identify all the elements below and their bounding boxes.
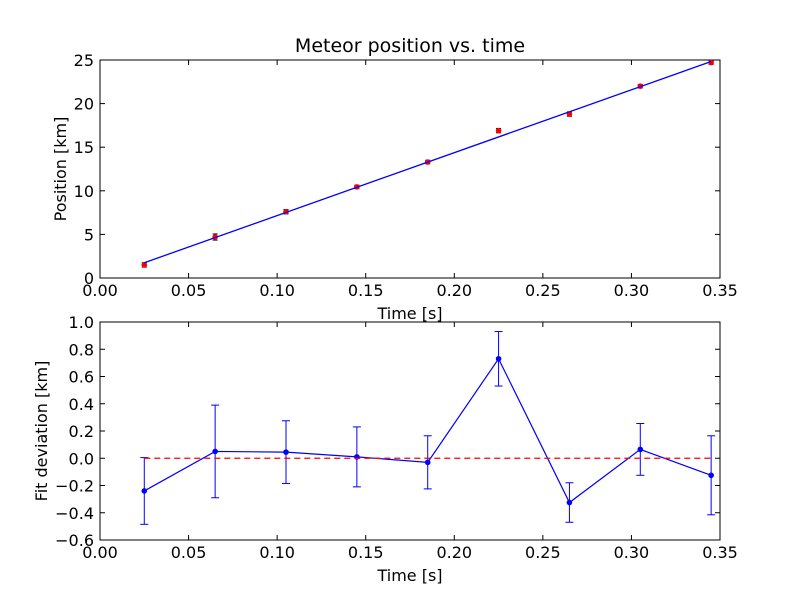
y-tick-label: 0.2 <box>69 422 94 441</box>
data-point <box>424 459 431 466</box>
y-tick-label: −0.4 <box>55 504 94 523</box>
x-tick-label: 0.00 <box>82 281 118 300</box>
data-point <box>212 448 218 455</box>
x-tick-label: 0.30 <box>614 543 650 562</box>
x-tick-label: 0.00 <box>82 543 118 562</box>
x-tick-label: 0.35 <box>702 281 738 300</box>
x-tick-label: 0.05 <box>171 281 207 300</box>
x-tick-label: 0.10 <box>259 281 295 300</box>
y-tick-label: 0.4 <box>69 395 94 414</box>
y-tick-label: −0.6 <box>55 531 94 550</box>
y-tick-label: 5 <box>84 225 94 244</box>
x-tick-label: 0.10 <box>259 543 295 562</box>
data-point <box>141 488 148 494</box>
y-tick-label: 25 <box>74 51 94 70</box>
x-tick-label: 0.35 <box>702 543 738 562</box>
y-axis-label: Position [km] <box>51 117 70 222</box>
y-tick-label: 1.0 <box>69 313 94 332</box>
x-tick-label: 0.25 <box>525 543 561 562</box>
chart-title: Meteor position vs. time <box>295 35 525 57</box>
y-axis-label: Fit deviation [km] <box>32 361 51 502</box>
y-tick-label: 0.0 <box>69 449 94 468</box>
fit-line <box>144 60 712 264</box>
y-tick-label: 15 <box>74 138 94 157</box>
y-tick-label: 0.6 <box>69 368 94 387</box>
data-point <box>566 499 573 506</box>
x-tick-label: 0.20 <box>436 281 472 300</box>
x-tick-label: 0.15 <box>348 543 384 562</box>
data-point <box>637 446 644 453</box>
x-tick-label: 0.05 <box>171 543 207 562</box>
y-tick-label: 0.8 <box>69 340 94 359</box>
y-tick-label: 20 <box>74 95 94 114</box>
data-point <box>495 355 502 362</box>
y-tick-label: 0 <box>84 269 94 288</box>
y-tick-label: −0.2 <box>55 477 94 496</box>
data-point <box>495 127 502 134</box>
data-point <box>708 472 714 479</box>
x-axis-label: Time [s] <box>376 304 442 323</box>
x-tick-label: 0.20 <box>436 543 472 562</box>
y-tick-label: 10 <box>74 182 94 201</box>
x-tick-label: 0.15 <box>348 281 384 300</box>
position-panel: 0.00 0.05 0.10 0.15 0.20 0.25 0.30 0.35 0 5 10 15 20… <box>51 35 738 323</box>
x-axis-label: Time [s] <box>376 566 442 585</box>
plot-frame <box>99 321 721 541</box>
deviation-panel: 0.00 0.05 0.10 0.15 0.20 0.25 0.30 0.35 −0.6 −0.4… <box>32 313 738 585</box>
data-point <box>141 262 148 268</box>
data-point <box>283 449 289 455</box>
x-tick-label: 0.30 <box>614 281 650 300</box>
x-tick-label: 0.25 <box>525 281 561 300</box>
